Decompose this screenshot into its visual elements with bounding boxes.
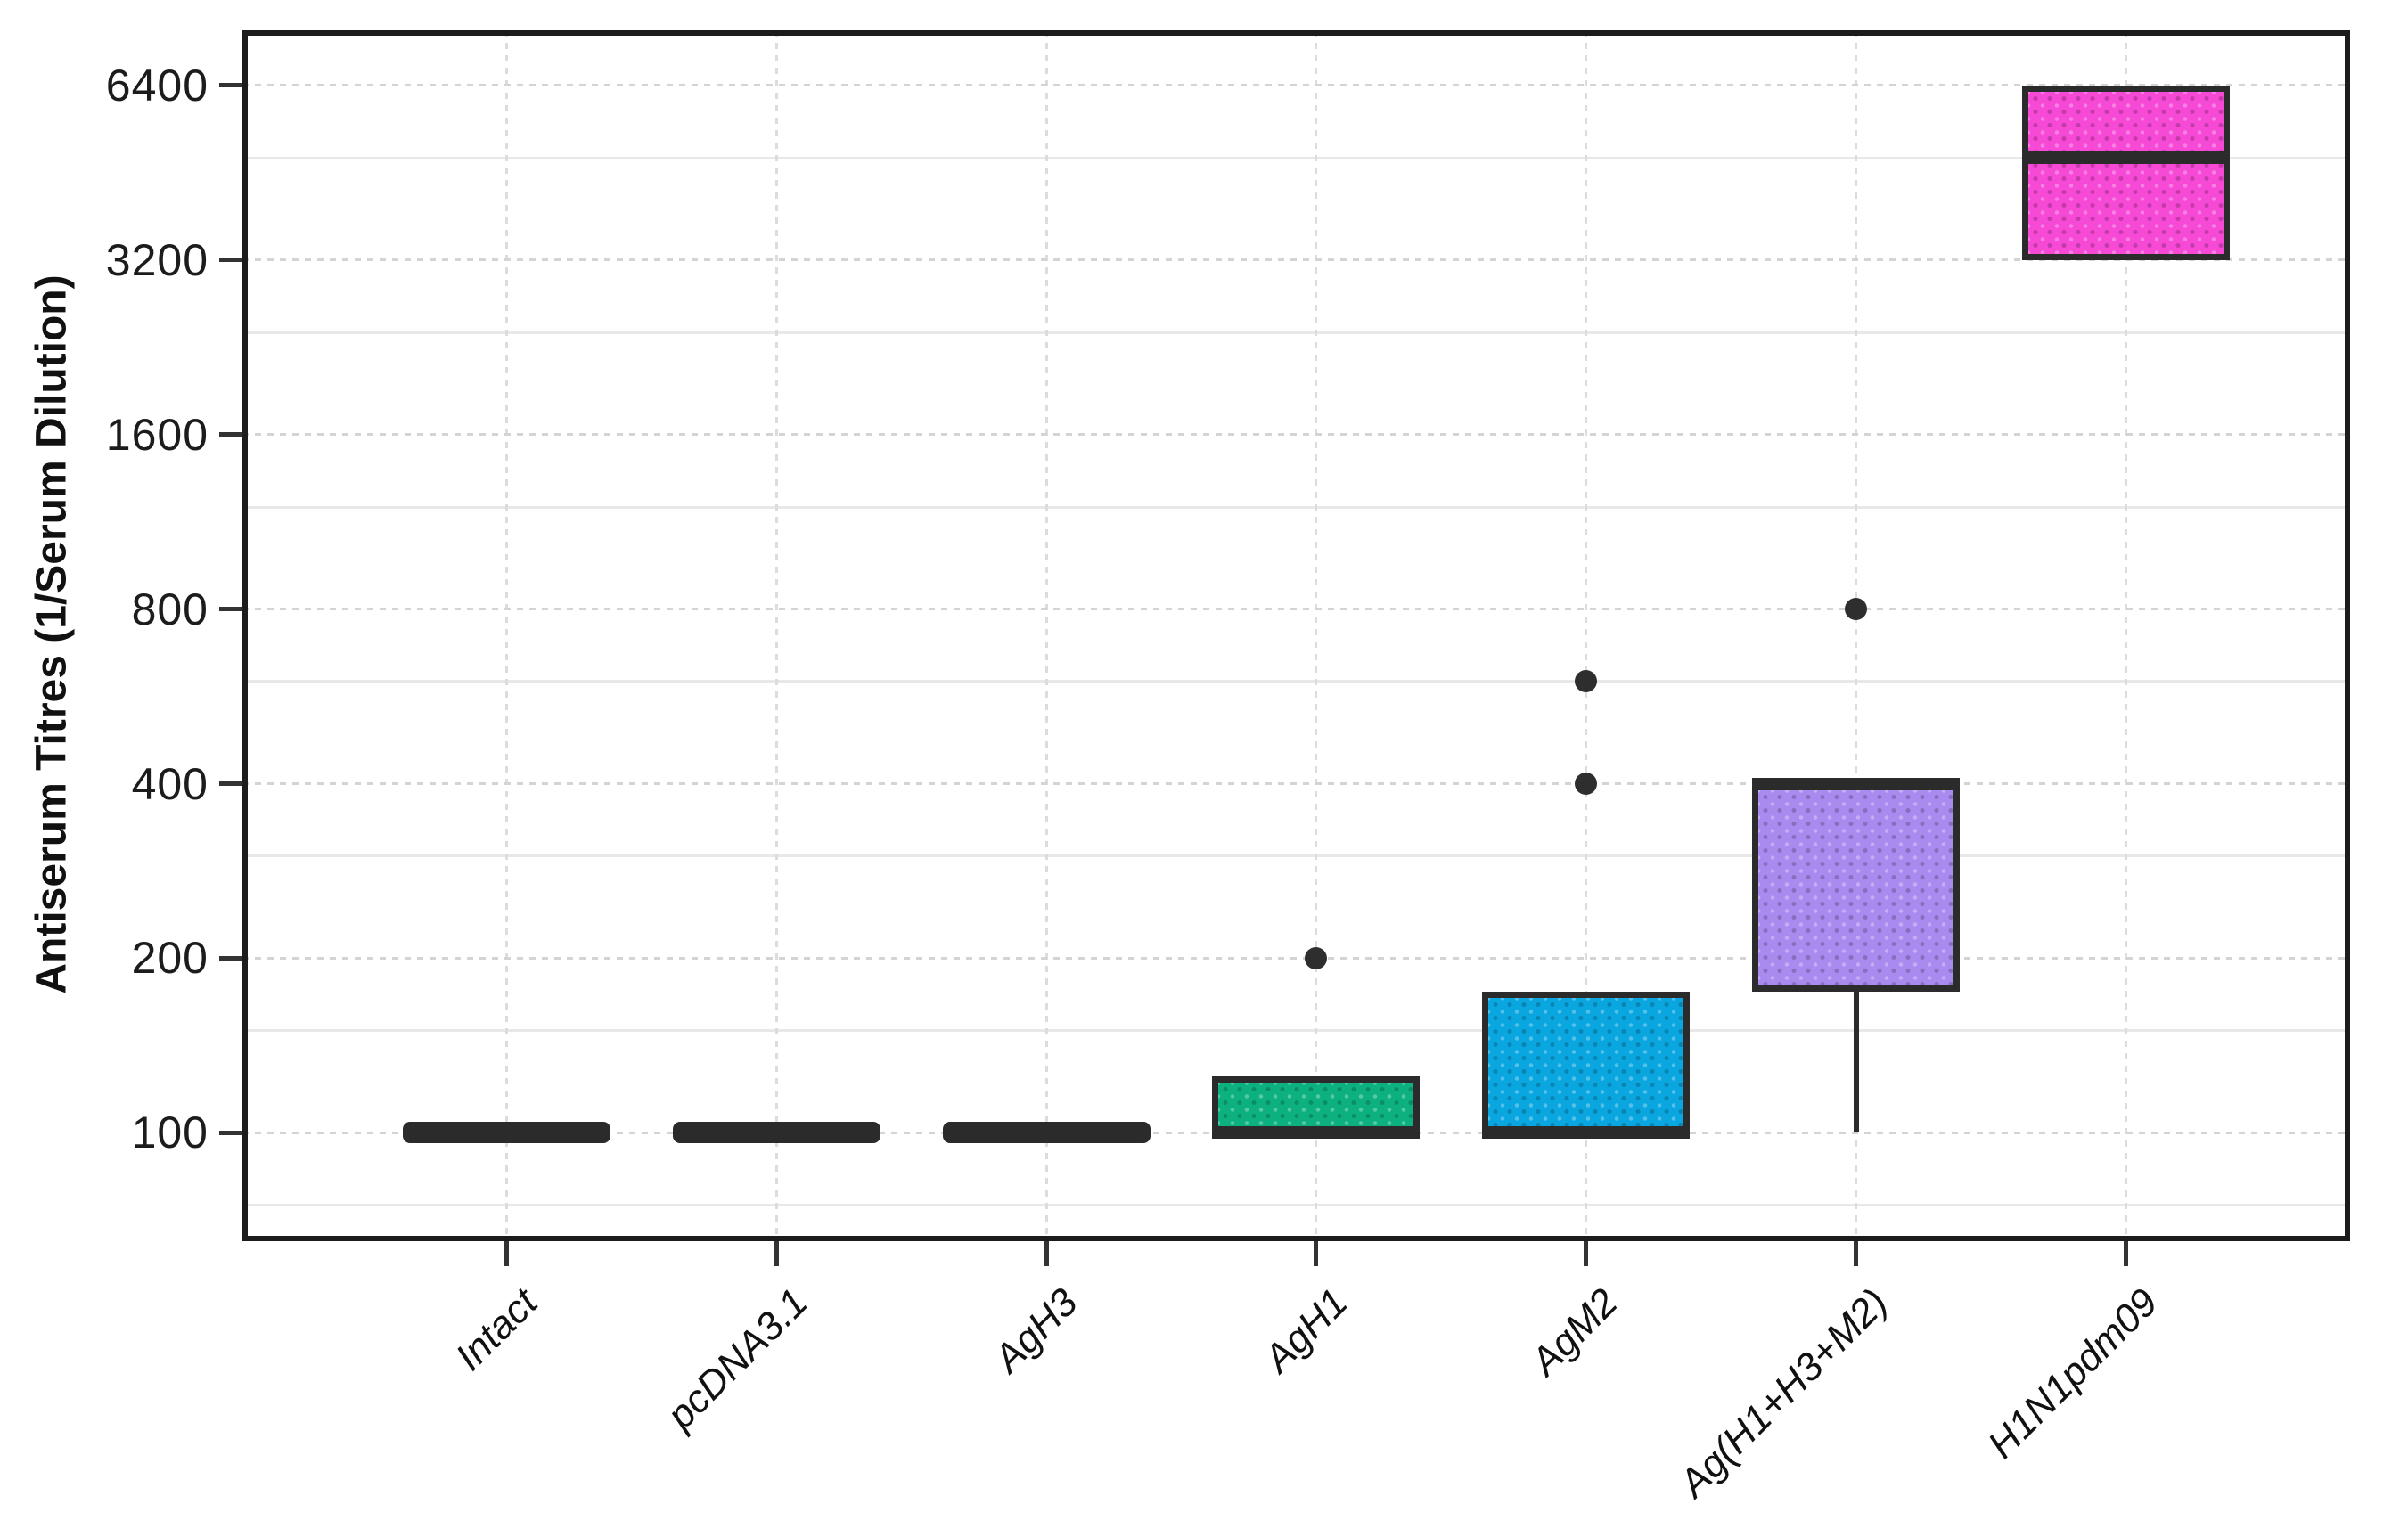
x-axis-tick <box>774 1241 779 1266</box>
gridline-major-y <box>242 956 2350 960</box>
outlier-point <box>1575 773 1598 795</box>
median-line <box>1482 1126 1691 1140</box>
y-tick-label: 200 <box>131 933 209 984</box>
x-axis-tick <box>1854 1241 1859 1266</box>
x-tick-label: AgM2 <box>1522 1280 1626 1384</box>
y-tick-label: 100 <box>131 1108 209 1158</box>
y-tick-label: 800 <box>131 584 209 634</box>
median-line <box>1752 777 1961 790</box>
plot-panel <box>242 30 2350 1241</box>
gridline-major-y <box>242 782 2350 785</box>
x-axis-tick <box>1044 1241 1049 1266</box>
gridline-x <box>1585 30 1588 1241</box>
gridline-x <box>1044 30 1048 1241</box>
x-axis-tick <box>504 1241 509 1266</box>
y-axis-tick <box>219 432 242 437</box>
gridline-x <box>1855 30 1858 1241</box>
gridline-major-y <box>242 433 2350 437</box>
boxplot-degenerate-bar <box>402 1122 610 1144</box>
gridline-x <box>504 30 508 1241</box>
y-axis-tick <box>219 258 242 263</box>
gridline-minor-y <box>242 505 2350 509</box>
y-axis-tick <box>219 1130 242 1135</box>
median-line <box>2022 151 2231 165</box>
gridline-minor-y <box>242 1204 2350 1207</box>
gridline-x <box>1315 30 1318 1241</box>
x-axis-tick <box>2124 1241 2129 1266</box>
x-tick-label: pcDNA3.1 <box>659 1280 816 1438</box>
boxplot-box <box>1212 1076 1421 1133</box>
gridline-minor-y <box>242 854 2350 858</box>
y-tick-label: 3200 <box>105 234 209 285</box>
gridline-minor-y <box>242 680 2350 683</box>
gridline-major-y <box>242 608 2350 611</box>
median-line <box>1212 1126 1421 1140</box>
y-axis-tick <box>219 781 242 786</box>
boxplot-degenerate-bar <box>942 1122 1151 1144</box>
x-axis-tick <box>1314 1241 1319 1266</box>
x-tick-label: AgH3 <box>986 1280 1086 1381</box>
y-tick-label: 6400 <box>105 60 209 110</box>
outlier-point <box>1305 946 1328 969</box>
boxplot-box <box>2022 85 2231 260</box>
y-axis-tick <box>219 83 242 88</box>
x-axis-tick <box>1584 1241 1589 1266</box>
gridline-x <box>2125 30 2128 1241</box>
x-tick-label: AgH1 <box>1256 1280 1356 1381</box>
y-tick-label: 1600 <box>105 409 209 460</box>
x-tick-label: Ag(H1+H3+M2) <box>1670 1280 1896 1506</box>
boxplot-degenerate-bar <box>672 1122 880 1144</box>
gridline-major-y <box>242 84 2350 87</box>
x-tick-label: Intact <box>446 1280 546 1379</box>
boxplot-box <box>1752 783 1961 993</box>
y-tick-label: 400 <box>131 758 209 809</box>
gridline-minor-y <box>242 331 2350 334</box>
boxplot-box <box>1482 992 1691 1133</box>
x-tick-label: H1N1pdm09 <box>1979 1280 2166 1468</box>
gridline-minor-y <box>242 1029 2350 1033</box>
whisker-low <box>1853 992 1859 1133</box>
gridline-major-y <box>242 258 2350 262</box>
outlier-point <box>1575 670 1598 693</box>
y-axis-tick <box>219 955 242 961</box>
gridline-minor-y <box>242 156 2350 159</box>
outlier-point <box>1845 598 1868 621</box>
gridline-x <box>774 30 778 1241</box>
y-axis-tick <box>219 607 242 612</box>
